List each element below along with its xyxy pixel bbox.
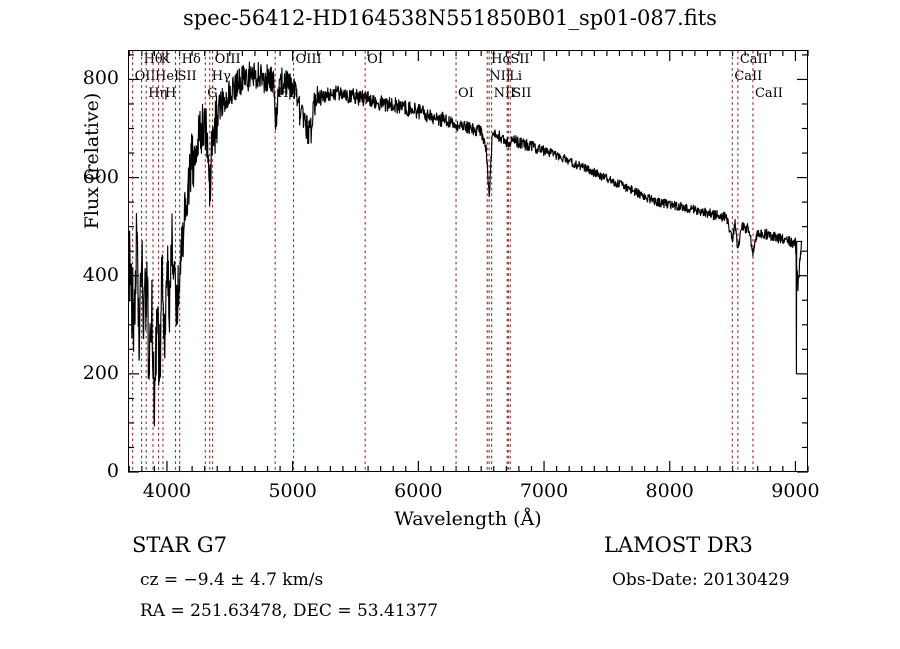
line-label: G — [207, 86, 218, 101]
line-label: Li — [509, 69, 522, 84]
line-label: CaII — [754, 86, 783, 101]
y-tick-label: 800 — [82, 67, 119, 90]
plot-frame — [128, 50, 808, 472]
line-label: OI — [458, 86, 474, 101]
x-tick-label: 5000 — [268, 480, 317, 502]
radial-velocity: cz = −9.4 ± 4.7 km/s — [140, 570, 324, 590]
line-label: CaII — [734, 69, 763, 84]
line-label: H — [164, 86, 177, 101]
line-label: SII — [510, 52, 530, 67]
x-axis-label: Wavelength (Å) — [394, 508, 542, 530]
line-label: K — [160, 52, 171, 67]
line-label: SII — [512, 86, 532, 101]
coordinates: RA = 251.63478, DEC = 53.41377 — [140, 601, 439, 621]
x-tick-label: 4000 — [142, 480, 192, 502]
line-label: SII — [177, 69, 197, 84]
y-tick-label: 0 — [106, 460, 119, 482]
y-tick-label: 400 — [82, 263, 119, 286]
y-tick-label: 600 — [82, 165, 119, 188]
line-label: HeI — [155, 69, 180, 84]
line-label: OI — [367, 52, 383, 67]
page-title: spec-56412-HD164538N551850B01_sp01-087.f… — [183, 6, 717, 30]
line-label: OIII — [214, 52, 241, 67]
x-tick-label: 6000 — [394, 480, 443, 502]
y-tick-label: 200 — [82, 361, 119, 384]
y-axis-label: Flux (relative) — [81, 92, 103, 230]
x-tick-label: 9000 — [771, 480, 820, 502]
object-class-and-type: STAR G7 — [132, 533, 228, 557]
line-label: Hα — [491, 52, 512, 67]
line-label: Hβ — [277, 86, 297, 101]
line-label: Hγ — [211, 69, 231, 84]
line-label: OII — [134, 69, 156, 84]
x-tick-label: 8000 — [645, 480, 694, 502]
x-tick-label: 7000 — [519, 480, 569, 502]
observation-date: Obs-Date: 20130429 — [612, 570, 790, 590]
line-label: Hδ — [181, 52, 201, 67]
line-label: CaII — [739, 52, 768, 67]
survey-name: LAMOST DR3 — [604, 533, 753, 557]
line-label: NII — [489, 69, 511, 84]
line-label: OIII — [295, 52, 322, 67]
